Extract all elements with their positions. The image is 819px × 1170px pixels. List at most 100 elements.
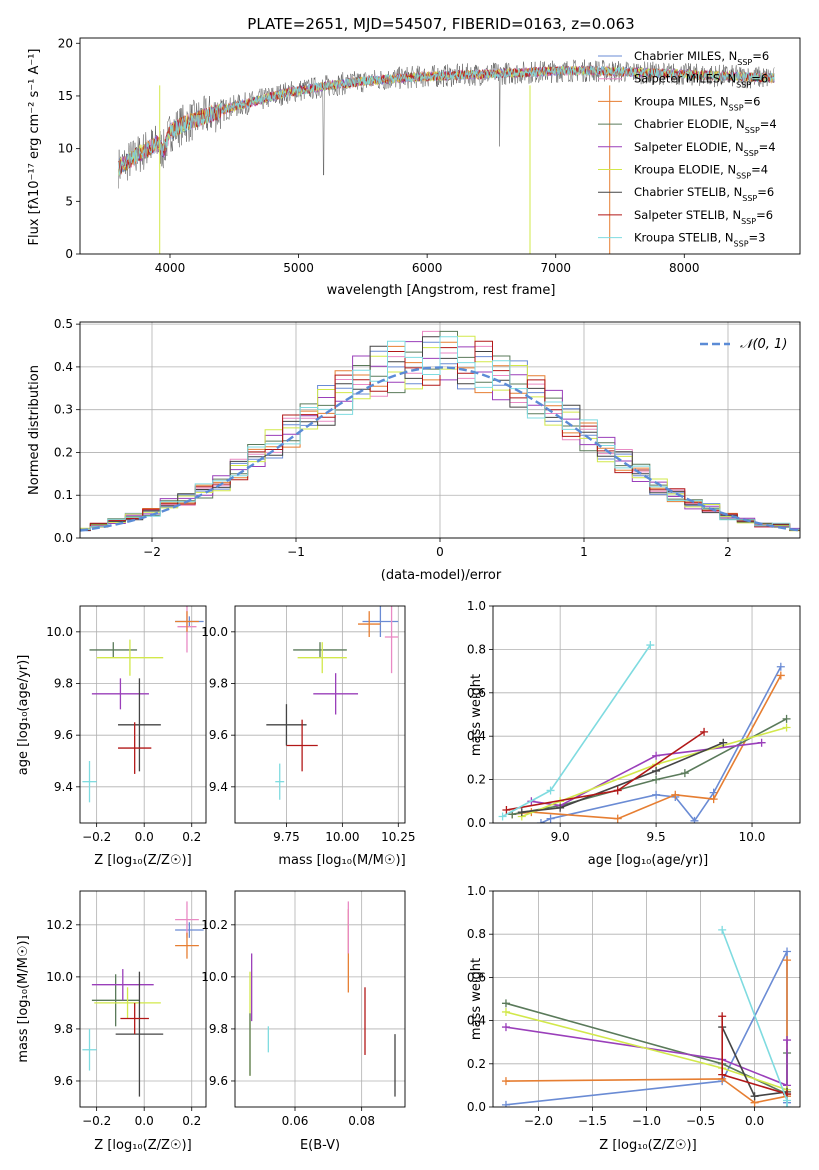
y-tick-label: 0.6 xyxy=(467,686,486,700)
weight-series-6 xyxy=(521,741,724,813)
hist-series-8 xyxy=(80,336,800,530)
hist-ylabel: Normed distribution xyxy=(27,365,42,495)
weight-marker xyxy=(750,1092,759,1101)
legend-label: Salpeter STELIB, NSSP=6 xyxy=(634,208,773,226)
y-tick-label: 0.4 xyxy=(467,729,486,743)
weight-marker xyxy=(690,816,699,823)
weight-marker xyxy=(501,1007,510,1016)
weight-marker xyxy=(652,775,661,784)
weight-marker xyxy=(776,662,785,671)
x-tick-label: −2 xyxy=(143,545,161,559)
y-tick-label: 0.0 xyxy=(467,816,486,830)
y-tick-label: 0.5 xyxy=(54,317,73,331)
weight-series-5 xyxy=(521,726,787,818)
y-tick-label: 10 xyxy=(58,142,73,156)
y-tick-label: 5 xyxy=(65,194,73,208)
weight-lines xyxy=(498,641,791,823)
x-tick-label: 9.5 xyxy=(647,830,666,844)
weight-marker xyxy=(782,714,791,723)
x-tick-label: 2 xyxy=(724,545,732,559)
y-tick-label: 10.0 xyxy=(201,625,228,639)
y-tick-label: 10.0 xyxy=(201,970,228,984)
y-tick-label: 0 xyxy=(65,247,73,261)
x-tick-label: 6000 xyxy=(412,261,443,275)
errorbars xyxy=(82,606,204,803)
weight-marker xyxy=(680,769,689,778)
x-tick-label: 0.0 xyxy=(745,1114,764,1128)
x-tick-label: −0.2 xyxy=(82,830,111,844)
y-tick-label: 9.6 xyxy=(54,1074,73,1088)
weight-marker xyxy=(757,738,766,747)
x-tick-label: 10.00 xyxy=(325,830,359,844)
legend-label: Kroupa MILES, NSSP=6 xyxy=(634,94,760,112)
panel-0: 4000 5000 6000 7000 8000 0 5 10 15 20 Chabrier MIL… xyxy=(58,36,801,275)
spectrum-ylabel: Flux [fλ10⁻¹⁷ erg cm⁻² s⁻¹ A⁻¹] xyxy=(27,49,42,246)
y-tick-label: 0.2 xyxy=(467,773,486,787)
weight-marker xyxy=(700,727,709,736)
spectrum-title: PLATE=2651, MJD=54507, FIBERID=0163, z=0… xyxy=(247,15,634,33)
weight-marker xyxy=(502,805,511,814)
x-tick-label: 10.25 xyxy=(381,830,415,844)
y-tick-label: 0.0 xyxy=(467,1100,486,1114)
y-tick-label: 1.0 xyxy=(467,884,486,898)
weight-marker xyxy=(652,766,661,775)
y-tick-label: 1.0 xyxy=(467,599,486,613)
legend-label: Salpeter ELODIE, NSSP=4 xyxy=(634,140,776,158)
weight-marker xyxy=(613,786,622,795)
weight-marker xyxy=(719,738,728,747)
weight-marker xyxy=(501,1077,510,1086)
x-tick-label: 1 xyxy=(580,545,588,559)
gaussian-curve xyxy=(80,366,800,532)
mass-z-ylabel: mass [log₁₀(M/M☉)] xyxy=(16,935,31,1062)
plot-frame xyxy=(492,890,801,1108)
legend-label: Salpeter MILES, NSSP=6 xyxy=(634,72,768,90)
y-tick-label: 9.8 xyxy=(54,677,73,691)
x-tick-label: 0.0 xyxy=(135,830,154,844)
plot-frame xyxy=(79,37,801,255)
x-tick-label: −1.0 xyxy=(632,1114,661,1128)
y-tick-label: 0.4 xyxy=(54,360,73,374)
y-tick-label: 0.6 xyxy=(467,970,486,984)
y-tick-label: 10.2 xyxy=(201,918,228,932)
weight-marker xyxy=(546,814,555,823)
x-tick-label: 10.0 xyxy=(739,830,766,844)
x-tick-label: −1 xyxy=(287,545,305,559)
legend-label: Kroupa ELODIE, NSSP=4 xyxy=(634,163,768,181)
weight-marker xyxy=(613,814,622,823)
mw-z-ylabel: mass weight xyxy=(469,958,484,1040)
y-tick-label: 0.4 xyxy=(467,1014,486,1028)
plot-frame xyxy=(79,321,801,539)
y-tick-label: 9.8 xyxy=(209,1022,228,1036)
hist-legend-label: 𝒩(0, 1) xyxy=(740,337,787,352)
x-tick-label: −2.0 xyxy=(524,1114,553,1128)
x-tick-label: 0.2 xyxy=(182,1114,201,1128)
weight-marker xyxy=(501,1023,510,1032)
legend-label: Chabrier ELODIE, NSSP=4 xyxy=(634,117,777,135)
weight-marker xyxy=(646,641,655,650)
age-z-ylabel: age [log₁₀(age/yr)] xyxy=(16,655,31,776)
weight-marker xyxy=(783,1036,792,1045)
age-z-xlabel: Z [log₁₀(Z/Z☉)] xyxy=(94,853,191,868)
y-tick-label: 0.2 xyxy=(54,445,73,459)
weight-marker xyxy=(718,1012,727,1021)
weight-marker xyxy=(536,819,545,823)
x-tick-label: 0 xyxy=(436,545,444,559)
plot-frame xyxy=(234,890,406,1108)
y-tick-label: 0.8 xyxy=(467,642,486,656)
panel-7: −2.0 −1.5 −1.0 −0.5 0.0 0.0 0.2 0.4 0.6 0.8 1.0 xyxy=(467,884,801,1128)
x-tick-label: −0.5 xyxy=(686,1114,715,1128)
weight-marker xyxy=(546,786,555,795)
weight-marker xyxy=(652,790,661,799)
y-tick-label: 9.8 xyxy=(54,1022,73,1036)
x-tick-label: 0.08 xyxy=(348,1114,375,1128)
spectrum-series-8 xyxy=(118,65,775,175)
x-tick-label: 4000 xyxy=(155,261,186,275)
weight-series-4 xyxy=(505,1026,788,1087)
y-tick-label: 0.0 xyxy=(54,531,73,545)
errorbars xyxy=(249,901,396,1097)
x-tick-label: −0.2 xyxy=(82,1114,111,1128)
y-tick-label: 9.8 xyxy=(209,677,228,691)
plot-frame xyxy=(79,605,207,824)
y-tick-label: 9.6 xyxy=(209,728,228,742)
x-tick-label: 5000 xyxy=(283,261,314,275)
